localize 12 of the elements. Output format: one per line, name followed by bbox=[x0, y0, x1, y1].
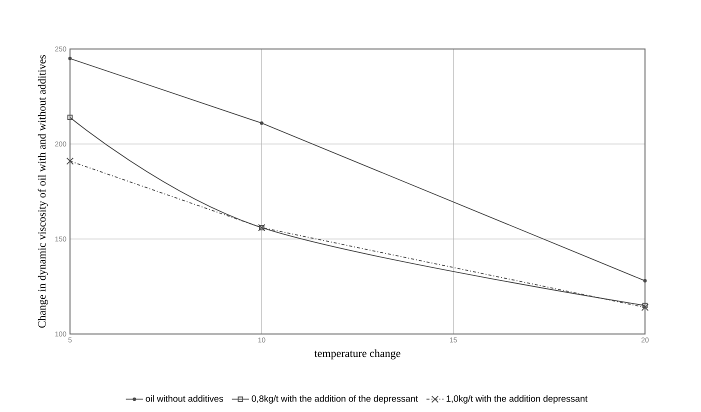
legend-label: 1,0kg/t with the addition depressant bbox=[446, 395, 588, 404]
point bbox=[68, 56, 72, 60]
point bbox=[643, 279, 647, 283]
point bbox=[641, 304, 649, 312]
point bbox=[642, 302, 648, 308]
legend-label: oil without additives bbox=[146, 395, 224, 402]
x-axis-title: temperature change bbox=[314, 349, 400, 360]
point bbox=[67, 114, 73, 120]
point bbox=[66, 157, 74, 165]
point bbox=[260, 121, 264, 125]
y-axis-title: Change in dynamic viscosity of oil with and without additives bbox=[38, 55, 48, 328]
legend-label: 0,8kg/t with the addition of the depressant bbox=[252, 395, 418, 404]
